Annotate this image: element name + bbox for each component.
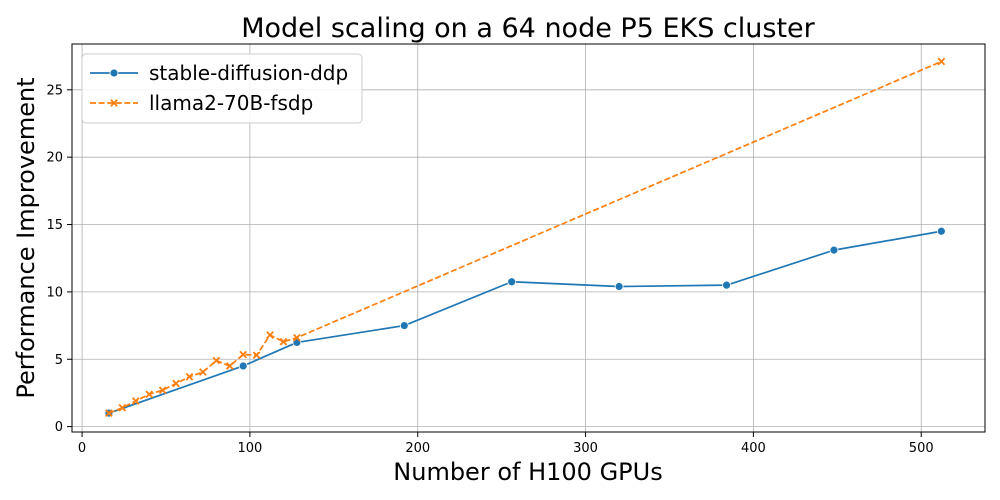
x-tick-label: 500: [909, 441, 934, 456]
data-point: [829, 245, 839, 255]
y-tick-label: 25: [46, 83, 63, 98]
chart-title: Model scaling on a 64 node P5 EKS cluste…: [241, 13, 815, 44]
y-axis-label: Performance Improvement: [12, 77, 40, 398]
y-tick-label: 20: [46, 151, 63, 166]
x-tick-label: 400: [741, 441, 766, 456]
legend-box: [81, 53, 363, 124]
data-point: [131, 397, 140, 405]
data-point: [936, 226, 946, 236]
series-stable-diffusion-ddp: [104, 226, 946, 418]
data-point: [172, 379, 180, 388]
y-tick-label: 5: [55, 353, 63, 368]
x-tick-label: 0: [78, 441, 86, 456]
series-layer: [104, 57, 946, 418]
data-point: [614, 282, 624, 291]
x-tick-label: 300: [573, 441, 598, 456]
series-line: [108, 60, 942, 414]
data-point: [158, 386, 167, 395]
series-llama2-70B-fsdp: [105, 57, 946, 417]
data-point: [145, 390, 154, 399]
data-point: [185, 372, 194, 381]
legend: stable-diffusion-ddp llama2-70B-fsdp: [81, 53, 363, 124]
data-point: [239, 350, 248, 359]
data-point: [238, 361, 248, 371]
data-point: [212, 356, 221, 365]
legend-entry-label: llama2-70B-fsdp: [149, 91, 313, 115]
data-point: [105, 409, 113, 417]
y-tick-label: 10: [46, 285, 63, 300]
data-point: [937, 57, 946, 66]
data-point: [266, 331, 274, 339]
data-point: [722, 280, 731, 290]
data-point: [252, 351, 261, 360]
plot-frame: [71, 43, 986, 433]
x-axis-label: Number of H100 GPUs: [393, 458, 662, 486]
y-axis-ticks: 0 5 10 15 20 25: [46, 83, 72, 435]
y-tick-label: 15: [46, 218, 63, 233]
data-point: [279, 337, 288, 346]
x-axis-ticks: 0 100 200 300 400 500: [78, 432, 934, 456]
series-line: [108, 230, 942, 414]
data-point: [199, 368, 207, 376]
legend-marker: [109, 68, 119, 78]
y-tick-label: 0: [55, 420, 63, 435]
data-point: [293, 333, 301, 342]
x-tick-label: 100: [237, 441, 262, 456]
data-point: [507, 277, 517, 287]
data-point: [118, 403, 127, 412]
legend-marker: [110, 99, 118, 107]
x-tick-label: 200: [405, 441, 430, 456]
data-point: [399, 321, 409, 330]
legend-entry-label: stable-diffusion-ddp: [149, 61, 348, 85]
data-point: [225, 362, 234, 370]
